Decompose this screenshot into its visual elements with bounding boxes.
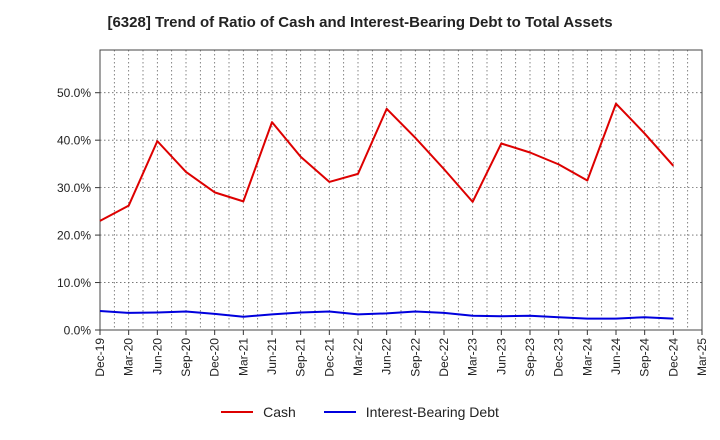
legend-label-cash: Cash [263,404,296,420]
legend-swatch-cash [221,411,254,413]
plot-area-frame [99,49,703,331]
legend-item-cash: Cash [221,404,296,420]
x-tick-label: Sep-20 [179,338,193,377]
x-tick-label: Jun-21 [265,338,279,375]
x-tick-label: Jun-23 [494,338,508,375]
x-tick-label: Mar-23 [466,338,480,376]
y-tick-label: 30.0% [57,181,91,195]
x-tick-label: Dec-20 [208,338,222,377]
legend-swatch-debt [323,411,356,413]
x-tick-label: Jun-20 [150,338,164,375]
legend-item-debt: Interest-Bearing Debt [323,404,499,420]
y-tick-label: 40.0% [57,134,91,148]
x-tick-label: Mar-21 [236,338,250,376]
x-tick-label: Dec-23 [552,338,566,377]
x-tick-label: Mar-20 [122,338,136,376]
x-tick-label: Dec-22 [437,338,451,377]
series-line-interest-bearing-debt [99,310,674,320]
y-tick-label: 50.0% [57,86,91,100]
x-tick-label: Mar-24 [580,338,594,376]
x-tick-label: Dec-19 [93,338,107,377]
x-tick-label: Sep-21 [294,338,308,377]
y-tick-label: 20.0% [57,229,91,243]
x-tick-label: Sep-22 [408,338,422,377]
x-tick-label: Mar-25 [695,338,709,376]
x-tick-label: Mar-22 [351,338,365,376]
legend-label-debt: Interest-Bearing Debt [365,404,499,420]
chart-title: [6328] Trend of Ratio of Cash and Intere… [107,14,613,31]
chart-legend: Cash Interest-Bearing Debt [0,404,720,420]
x-tick-label: Jun-24 [609,338,623,375]
x-tick-label: Dec-24 [666,338,680,377]
series-line-cash [99,102,675,222]
y-tick-label: 10.0% [57,276,91,290]
x-tick-label: Dec-21 [322,338,336,377]
x-tick-label: Sep-24 [638,338,652,377]
x-tick-label: Sep-23 [523,338,537,377]
y-tick-label: 0.0% [64,324,92,338]
x-tick-label: Jun-22 [380,338,394,375]
